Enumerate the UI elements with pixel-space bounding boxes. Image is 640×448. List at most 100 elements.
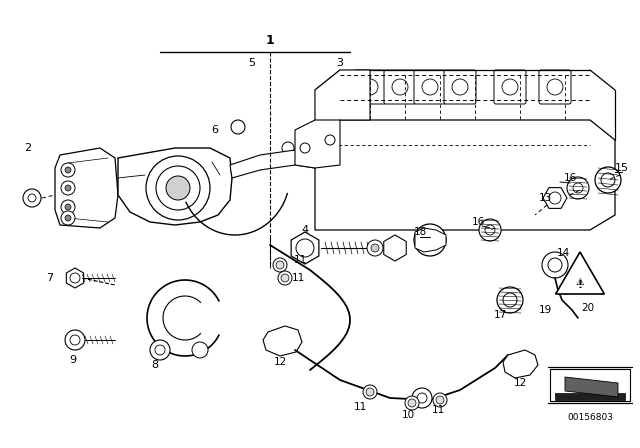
Text: 3: 3 xyxy=(337,58,344,68)
Circle shape xyxy=(363,385,377,399)
Circle shape xyxy=(408,399,416,407)
Circle shape xyxy=(281,274,289,282)
Text: 13: 13 xyxy=(538,193,552,203)
Polygon shape xyxy=(67,268,84,288)
Circle shape xyxy=(28,194,36,202)
FancyBboxPatch shape xyxy=(570,155,604,183)
Text: 15: 15 xyxy=(615,163,629,173)
Polygon shape xyxy=(263,326,302,356)
Polygon shape xyxy=(384,235,406,261)
Circle shape xyxy=(573,183,583,193)
Circle shape xyxy=(65,167,71,173)
Circle shape xyxy=(65,185,71,191)
Text: 11: 11 xyxy=(291,273,305,283)
Text: ⚠: ⚠ xyxy=(575,277,584,287)
Circle shape xyxy=(601,173,615,187)
Text: 11: 11 xyxy=(353,402,367,412)
Polygon shape xyxy=(415,228,446,252)
Text: 14: 14 xyxy=(556,248,570,258)
Circle shape xyxy=(422,79,438,95)
FancyBboxPatch shape xyxy=(336,142,374,166)
Circle shape xyxy=(421,231,439,249)
Polygon shape xyxy=(291,232,319,264)
Polygon shape xyxy=(503,350,538,378)
Circle shape xyxy=(192,342,208,358)
FancyBboxPatch shape xyxy=(471,142,509,166)
Text: 12: 12 xyxy=(273,357,287,367)
Text: 7: 7 xyxy=(47,273,54,283)
Circle shape xyxy=(412,388,432,408)
Text: !: ! xyxy=(577,280,582,290)
Circle shape xyxy=(231,120,245,134)
FancyBboxPatch shape xyxy=(516,142,554,166)
Circle shape xyxy=(452,79,468,95)
Circle shape xyxy=(367,240,383,256)
Circle shape xyxy=(371,244,379,252)
Text: 12: 12 xyxy=(513,378,527,388)
Text: 4: 4 xyxy=(301,225,308,235)
FancyBboxPatch shape xyxy=(414,70,446,104)
Circle shape xyxy=(325,135,335,145)
Text: 5: 5 xyxy=(248,58,255,68)
Polygon shape xyxy=(315,70,370,140)
Circle shape xyxy=(433,393,447,407)
Circle shape xyxy=(479,219,501,241)
FancyBboxPatch shape xyxy=(444,70,476,104)
Text: 11: 11 xyxy=(431,405,445,415)
Circle shape xyxy=(362,79,378,95)
Circle shape xyxy=(166,176,190,200)
Text: 2: 2 xyxy=(24,143,31,153)
Bar xyxy=(550,369,630,401)
FancyBboxPatch shape xyxy=(426,187,464,211)
FancyBboxPatch shape xyxy=(426,165,464,189)
Circle shape xyxy=(595,167,621,193)
Polygon shape xyxy=(315,120,615,230)
Circle shape xyxy=(547,79,563,95)
Text: 6: 6 xyxy=(211,125,218,135)
Circle shape xyxy=(278,271,292,285)
Circle shape xyxy=(282,142,294,154)
Circle shape xyxy=(65,215,71,221)
FancyBboxPatch shape xyxy=(336,165,374,189)
Circle shape xyxy=(61,200,75,214)
Circle shape xyxy=(61,163,75,177)
Polygon shape xyxy=(295,120,340,168)
FancyBboxPatch shape xyxy=(381,142,419,166)
Circle shape xyxy=(417,393,427,403)
Text: 16: 16 xyxy=(472,217,484,227)
Text: 16: 16 xyxy=(563,173,577,183)
Circle shape xyxy=(502,79,518,95)
Circle shape xyxy=(276,261,284,269)
Circle shape xyxy=(549,192,561,204)
Polygon shape xyxy=(556,252,604,294)
Circle shape xyxy=(414,224,446,256)
Circle shape xyxy=(542,252,568,278)
Text: 20: 20 xyxy=(581,303,595,313)
Circle shape xyxy=(70,335,80,345)
Polygon shape xyxy=(565,377,618,397)
Circle shape xyxy=(405,396,419,410)
Circle shape xyxy=(70,273,80,283)
Circle shape xyxy=(548,258,562,272)
Text: 00156803: 00156803 xyxy=(567,413,613,422)
Circle shape xyxy=(273,258,287,272)
Text: 1: 1 xyxy=(266,34,275,47)
Circle shape xyxy=(23,189,41,207)
Circle shape xyxy=(436,396,444,404)
Text: 18: 18 xyxy=(413,227,427,237)
Circle shape xyxy=(155,345,165,355)
Polygon shape xyxy=(55,148,118,228)
Circle shape xyxy=(65,204,71,210)
Circle shape xyxy=(567,177,589,199)
Text: 17: 17 xyxy=(493,310,507,320)
FancyBboxPatch shape xyxy=(354,70,386,104)
Text: 8: 8 xyxy=(152,360,159,370)
Circle shape xyxy=(61,181,75,195)
Polygon shape xyxy=(543,188,567,208)
FancyBboxPatch shape xyxy=(494,70,526,104)
Text: 11: 11 xyxy=(293,255,307,265)
Circle shape xyxy=(296,239,314,257)
FancyBboxPatch shape xyxy=(516,165,554,189)
FancyBboxPatch shape xyxy=(570,180,604,208)
Bar xyxy=(555,393,625,400)
